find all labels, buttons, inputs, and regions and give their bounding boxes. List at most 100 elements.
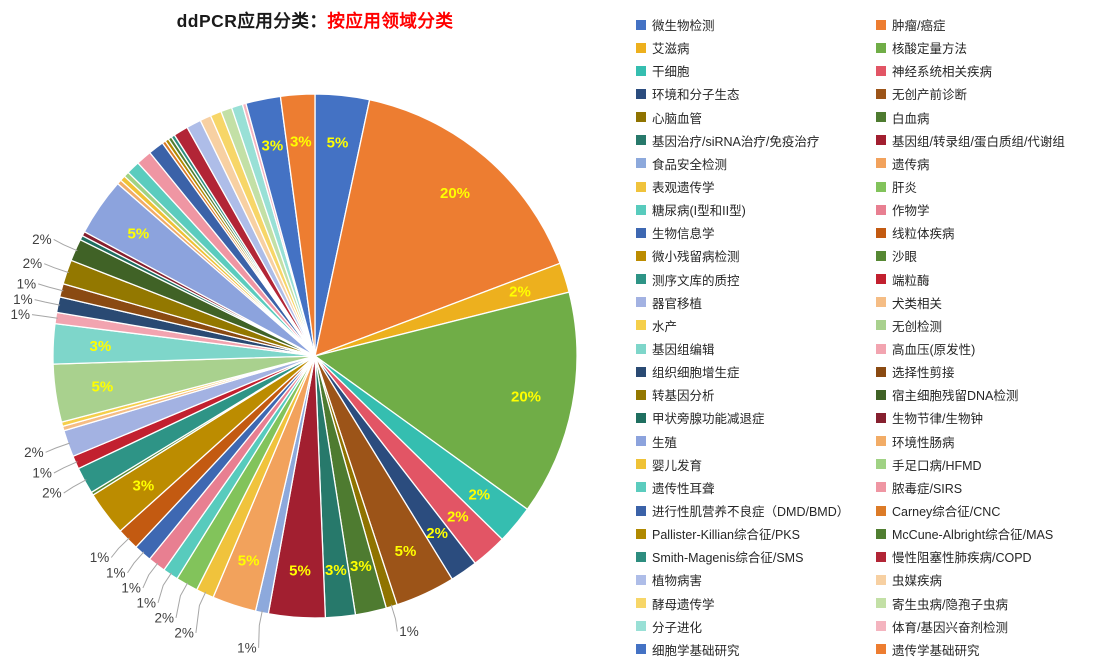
legend-item[interactable]: 进行性肌营养不良症（DMD/BMD）: [636, 499, 876, 522]
legend-item[interactable]: 选择性剪接: [876, 360, 1096, 383]
legend-item[interactable]: 无创检测: [876, 314, 1096, 337]
legend-item[interactable]: 无创产前诊断: [876, 82, 1096, 105]
slice-percent-label: 2%: [24, 445, 44, 460]
legend-item[interactable]: 生物信息学: [636, 221, 876, 244]
legend-label: 环境和分子生态: [652, 88, 740, 103]
legend-item[interactable]: 测序文库的质控: [636, 268, 876, 291]
legend-item[interactable]: 酵母遗传学: [636, 592, 876, 615]
legend-item[interactable]: 生殖: [636, 430, 876, 453]
slice-percent-label: 3%: [133, 477, 155, 494]
legend-item[interactable]: 线粒体疾病: [876, 221, 1096, 244]
legend-item[interactable]: 寄生虫病/隐孢子虫病: [876, 592, 1096, 615]
slice-percent-label: 2%: [468, 486, 490, 503]
legend-label: 环境性肠病: [892, 435, 955, 450]
slice-percent-label: 2%: [154, 610, 174, 625]
legend-swatch: [876, 574, 886, 585]
legend-item[interactable]: 宿主细胞残留DNA检测: [876, 383, 1096, 406]
legend-label: McCune-Albright综合征/MAS: [892, 528, 1054, 543]
legend-label: 生物节律/生物钟: [892, 412, 983, 427]
legend-label: 器官移植: [652, 296, 703, 311]
legend-swatch: [636, 598, 646, 609]
legend-item[interactable]: 甲状旁腺功能减退症: [636, 406, 876, 429]
legend-item[interactable]: 食品安全检测: [636, 152, 876, 175]
slice-percent-label: 3%: [350, 558, 372, 575]
legend-item[interactable]: 手足口病/HFMD: [876, 453, 1096, 476]
legend-label: 基因组/转录组/蛋白质组/代谢组: [892, 134, 1065, 149]
legend-label: 手足口病/HFMD: [892, 458, 982, 473]
legend-item[interactable]: 分子进化: [636, 615, 876, 638]
legend-item[interactable]: 神经系统相关疾病: [876, 59, 1096, 82]
legend-label: 婴儿发育: [652, 458, 703, 473]
legend-item[interactable]: 核酸定量方法: [876, 36, 1096, 59]
legend-item[interactable]: 肿瘤/癌症: [876, 13, 1096, 36]
legend-item[interactable]: 干细胞: [636, 59, 876, 82]
label-leader-line: [142, 562, 159, 589]
legend-swatch: [636, 343, 646, 354]
legend-item[interactable]: 基因组/转录组/蛋白质组/代谢组: [876, 129, 1096, 152]
legend-label: 转基因分析: [652, 389, 715, 404]
legend-swatch: [636, 112, 646, 123]
legend-item[interactable]: 水产: [636, 314, 876, 337]
legend-swatch: [636, 158, 646, 169]
legend-item[interactable]: 婴儿发育: [636, 453, 876, 476]
legend-swatch: [876, 343, 886, 354]
legend-item[interactable]: 组织细胞增生症: [636, 360, 876, 383]
legend-item[interactable]: 沙眼: [876, 244, 1096, 267]
legend-item[interactable]: 遗传病: [876, 152, 1096, 175]
legend-item[interactable]: 体育/基因兴奋剂检测: [876, 615, 1096, 638]
legend-item[interactable]: 转基因分析: [636, 383, 876, 406]
legend-item[interactable]: 作物学: [876, 198, 1096, 221]
legend-item[interactable]: 基因组编辑: [636, 337, 876, 360]
pie-slice[interactable]: [314, 99, 561, 357]
legend-label: 遗传性耳聋: [652, 481, 715, 496]
legend-item[interactable]: McCune-Albright综合征/MAS: [876, 522, 1096, 545]
legend-item[interactable]: 高血压(原发性): [876, 337, 1096, 360]
legend-item[interactable]: Carney综合征/CNC: [876, 499, 1096, 522]
pie-slice[interactable]: [314, 291, 578, 510]
slice-percent-label: 1%: [237, 640, 257, 655]
legend-label: 遗传学基础研究: [892, 643, 980, 658]
legend-item[interactable]: 遗传性耳聋: [636, 476, 876, 499]
legend-item[interactable]: Pallister-Killian综合征/PKS: [636, 522, 876, 545]
legend-swatch: [876, 297, 886, 308]
label-leader-line: [31, 314, 58, 319]
legend-swatch: [876, 389, 886, 400]
legend-item[interactable]: 艾滋病: [636, 36, 876, 59]
legend-item[interactable]: 脓毒症/SIRS: [876, 476, 1096, 499]
legend-swatch: [636, 274, 646, 285]
legend-item[interactable]: 遗传学基础研究: [876, 638, 1096, 661]
legend-item[interactable]: 细胞学基础研究: [636, 638, 876, 661]
legend-item[interactable]: 糖尿病(I型和II型): [636, 198, 876, 221]
legend-item[interactable]: 白血病: [876, 106, 1096, 129]
legend-label: 糖尿病(I型和II型): [652, 204, 746, 219]
pie-slice[interactable]: [279, 93, 316, 357]
legend-swatch: [876, 412, 886, 423]
legend-label: 基因治疗/siRNA治疗/免疫治疗: [652, 134, 820, 149]
legend-label: 选择性剪接: [892, 366, 955, 381]
legend-swatch: [876, 366, 886, 377]
legend-item[interactable]: 微生物检测: [636, 13, 876, 36]
legend-item[interactable]: Smith-Magenis综合征/SMS: [636, 545, 876, 568]
legend-item[interactable]: 器官移植: [636, 291, 876, 314]
legend-item[interactable]: 端粒酶: [876, 268, 1096, 291]
legend-item[interactable]: 表观遗传学: [636, 175, 876, 198]
legend-item[interactable]: 心脑血管: [636, 106, 876, 129]
legend-item[interactable]: 环境性肠病: [876, 430, 1096, 453]
label-leader-line: [258, 610, 263, 648]
legend-label: 生殖: [652, 435, 678, 450]
slice-percent-label: 3%: [90, 338, 112, 355]
legend-item[interactable]: 环境和分子生态: [636, 82, 876, 105]
legend-item[interactable]: 犬类相关: [876, 291, 1096, 314]
legend-label: 遗传病: [892, 157, 930, 172]
slice-percent-label: 5%: [395, 543, 417, 560]
legend-item[interactable]: 慢性阻塞性肺疾病/COPD: [876, 545, 1096, 568]
label-leader-line: [44, 263, 69, 274]
legend-item[interactable]: 微小残留病检测: [636, 244, 876, 267]
legend-item[interactable]: 虫媒疾病: [876, 568, 1096, 591]
legend-item[interactable]: 肝炎: [876, 175, 1096, 198]
legend-item[interactable]: 生物节律/生物钟: [876, 406, 1096, 429]
legend-item[interactable]: 植物病害: [636, 568, 876, 591]
legend-item[interactable]: 基因治疗/siRNA治疗/免疫治疗: [636, 129, 876, 152]
legend-swatch: [636, 389, 646, 400]
legend-label: 干细胞: [652, 65, 690, 80]
